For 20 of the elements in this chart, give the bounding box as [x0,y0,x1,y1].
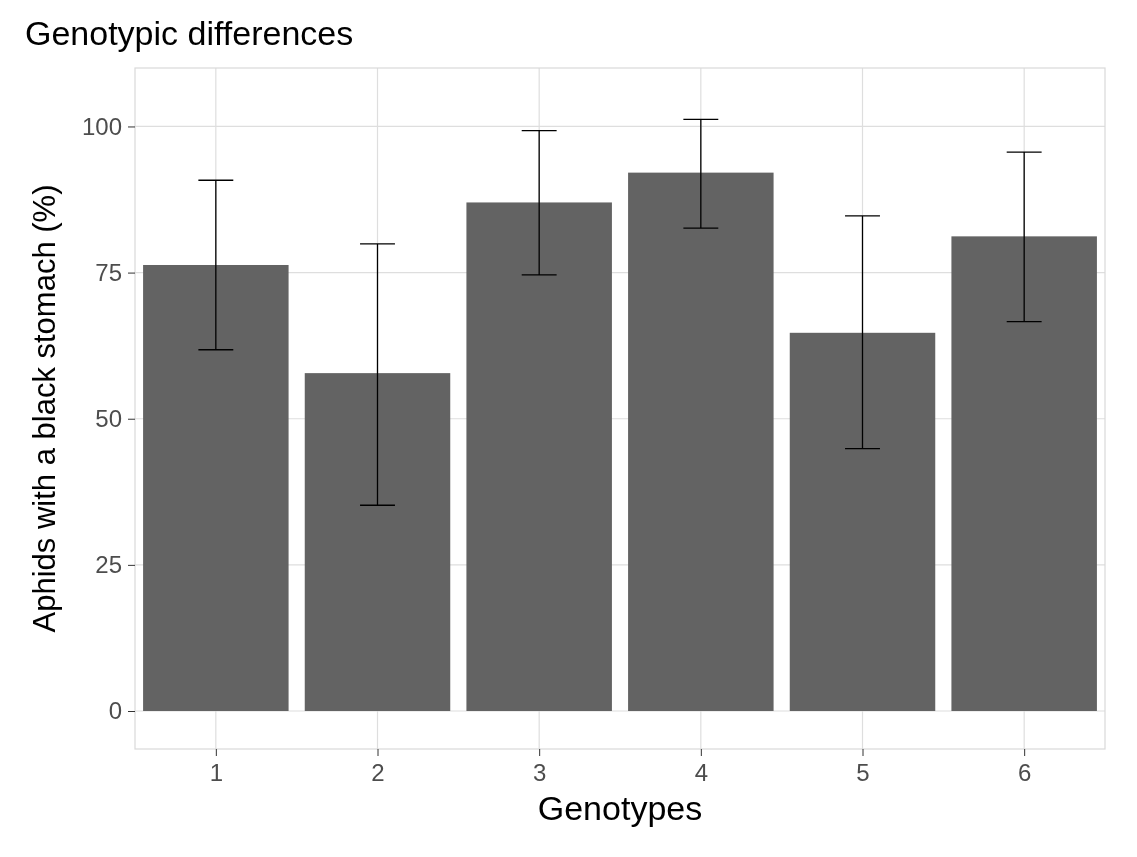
y-tick-label: 100 [81,112,122,140]
bar [789,332,936,711]
x-tick-label: 5 [856,759,870,787]
x-tick-label: 3 [532,759,547,787]
bar [466,202,612,711]
y-tick-label: 50 [95,404,122,432]
x-tick-label: 4 [694,759,709,787]
x-tick-label: 2 [371,759,385,787]
y-tick-label: 0 [108,697,122,725]
chart-title: Genotypic differences [25,14,354,52]
bar [143,264,289,711]
bar [304,373,451,712]
y-tick-label: 75 [95,258,122,286]
x-tick-label: 6 [1017,759,1032,787]
x-axis-title: Genotypes [537,789,703,827]
bar [628,172,774,711]
bar [951,236,1097,711]
x-tick-label: 1 [209,759,224,787]
y-tick-label: 25 [95,551,122,579]
y-axis-title: Aphids with a black stomach (%) [27,184,62,633]
